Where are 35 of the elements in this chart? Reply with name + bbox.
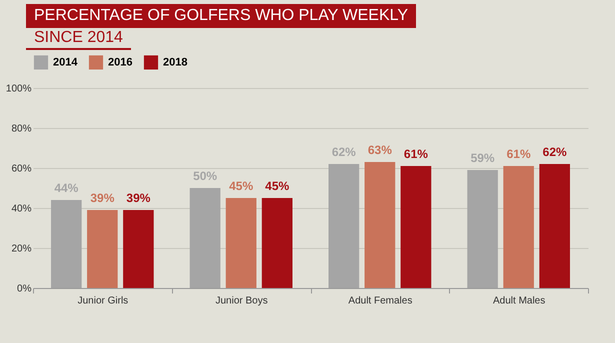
bar [262, 198, 292, 288]
data-label: 45% [265, 179, 290, 193]
data-label: 61% [404, 147, 428, 161]
x-tick-label: Adult Males [493, 296, 546, 306]
bar [87, 210, 118, 288]
bar [226, 198, 256, 288]
data-label: 39% [126, 191, 151, 205]
bar [503, 166, 534, 288]
bar [539, 164, 570, 288]
legend-label: 2016 [108, 56, 132, 68]
y-tick-label: 40% [11, 204, 32, 214]
bar [364, 162, 396, 288]
bar [123, 210, 154, 288]
data-label: 45% [229, 179, 254, 193]
chart-subtitle: SINCE 2014 [26, 28, 131, 50]
y-tick-label: 100% [6, 84, 32, 94]
chart-title: PERCENTAGE OF GOLFERS WHO PLAY WEEKLY [26, 4, 416, 28]
data-label: 61% [506, 147, 531, 161]
data-label: 62% [542, 145, 567, 159]
data-label: 59% [470, 151, 495, 165]
legend-label: 2014 [53, 56, 78, 68]
x-tick-label: Adult Females [348, 296, 412, 306]
x-tick-label: Junior Girls [78, 296, 128, 306]
y-tick-label: 20% [11, 244, 32, 254]
y-tick-label: 0% [17, 284, 32, 294]
legend-label: 2018 [163, 56, 188, 68]
data-label: 50% [193, 169, 218, 183]
data-label: 62% [332, 145, 356, 159]
data-label: 63% [368, 143, 392, 157]
y-tick-label: 60% [11, 164, 32, 174]
x-tick-label: Junior Boys [216, 296, 268, 306]
y-tick-label: 80% [11, 124, 32, 134]
data-label: 39% [90, 191, 115, 205]
data-label: 44% [54, 181, 79, 195]
bar [400, 166, 432, 288]
